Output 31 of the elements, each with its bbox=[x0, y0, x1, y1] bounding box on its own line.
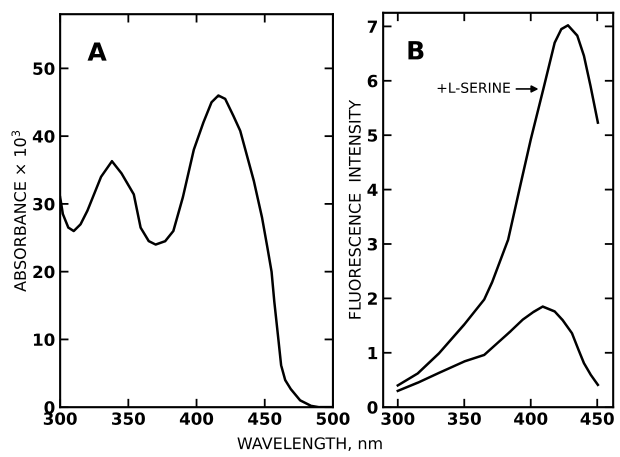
x-axis-title: WAVELENGTH, nm bbox=[237, 437, 382, 451]
y-tick-label: 6 bbox=[368, 74, 378, 88]
x-tick-label: 350 bbox=[448, 412, 481, 425]
annotation: A bbox=[88, 42, 107, 61]
x-tick-label: 300 bbox=[382, 412, 414, 425]
line-series bbox=[396, 24, 600, 387]
y-tick-label: 20 bbox=[33, 266, 54, 278]
y-tick-label: 4 bbox=[367, 184, 378, 196]
y-tick-label: 0 bbox=[44, 401, 54, 414]
x-tick-label: 400 bbox=[514, 412, 548, 425]
line-series bbox=[396, 305, 600, 392]
y-tick-label: 0 bbox=[368, 401, 378, 414]
y-tick-label: 7 bbox=[368, 20, 377, 33]
x-tick-label: 450 bbox=[580, 412, 614, 425]
x-tick-label: 500 bbox=[316, 412, 350, 425]
annotation: B bbox=[408, 41, 424, 60]
y-tick-label: 50 bbox=[33, 62, 54, 75]
y-axis-title: ABSORBANCE × 10$^{3}$ bbox=[11, 130, 26, 292]
y-tick-label: 30 bbox=[33, 198, 54, 210]
y-tick-label: 1 bbox=[368, 346, 378, 360]
y-tick-label: 10 bbox=[34, 333, 54, 346]
x-tick-label: 300 bbox=[44, 412, 77, 425]
y-tick-label: 40 bbox=[32, 130, 54, 143]
x-tick-label: 450 bbox=[248, 412, 282, 425]
y-tick-label: 2 bbox=[368, 292, 377, 305]
y-axis-title: FLUORESCENCE INTENSITY bbox=[348, 100, 361, 319]
y-tick-label: 5 bbox=[368, 129, 378, 142]
annotation: +L-SERINE bbox=[438, 82, 510, 93]
x-tick-label: 350 bbox=[112, 412, 145, 425]
x-tick-label: 400 bbox=[180, 412, 214, 425]
y-tick-label: 3 bbox=[368, 238, 377, 251]
